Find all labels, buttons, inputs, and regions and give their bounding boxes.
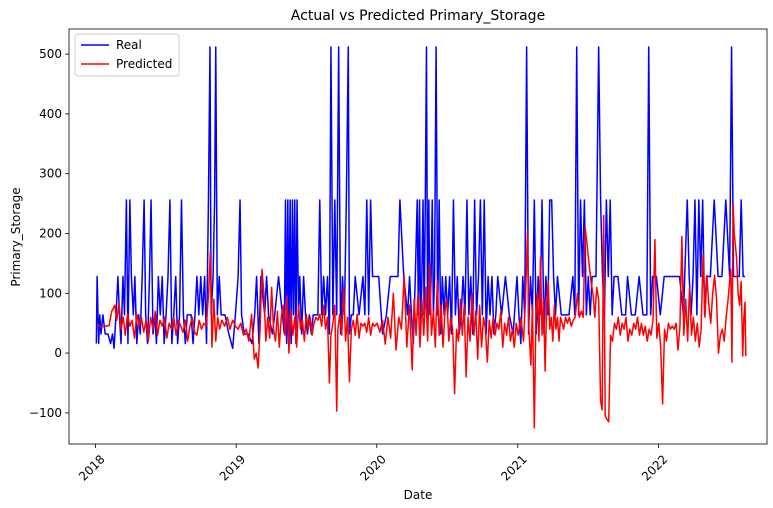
legend-label-real: Real (116, 38, 142, 52)
chart-title: Actual vs Predicted Primary_Storage (291, 8, 545, 24)
y-tick-label: 500 (39, 47, 62, 61)
x-tick-label: 2020 (357, 452, 388, 483)
x-tick-label: 2022 (639, 452, 670, 483)
series-line-real (95, 46, 746, 350)
plot-frame (68, 28, 768, 445)
x-tick-label: 2019 (217, 452, 248, 483)
y-tick-label: 400 (39, 107, 62, 121)
series-layer (95, 46, 747, 429)
y-tick-label: 300 (39, 167, 62, 181)
y-axis-label: Primary_Storage (9, 187, 23, 286)
x-tick-label: 2021 (498, 452, 529, 483)
legend-label-predicted: Predicted (116, 57, 172, 71)
x-tick-label: 2018 (76, 452, 107, 483)
y-tick-label: −100 (29, 406, 62, 420)
x-axis: 2018 2019 2020 2021 2022 (76, 444, 670, 484)
x-axis-label: Date (404, 488, 433, 502)
series-line-predicted (96, 202, 747, 429)
y-tick-label: 0 (54, 346, 62, 360)
legend: Real Predicted (74, 33, 180, 77)
y-tick-label: 200 (39, 227, 62, 241)
y-axis: −100 0 100 200 300 400 500 (29, 47, 69, 420)
y-tick-label: 100 (39, 286, 62, 300)
